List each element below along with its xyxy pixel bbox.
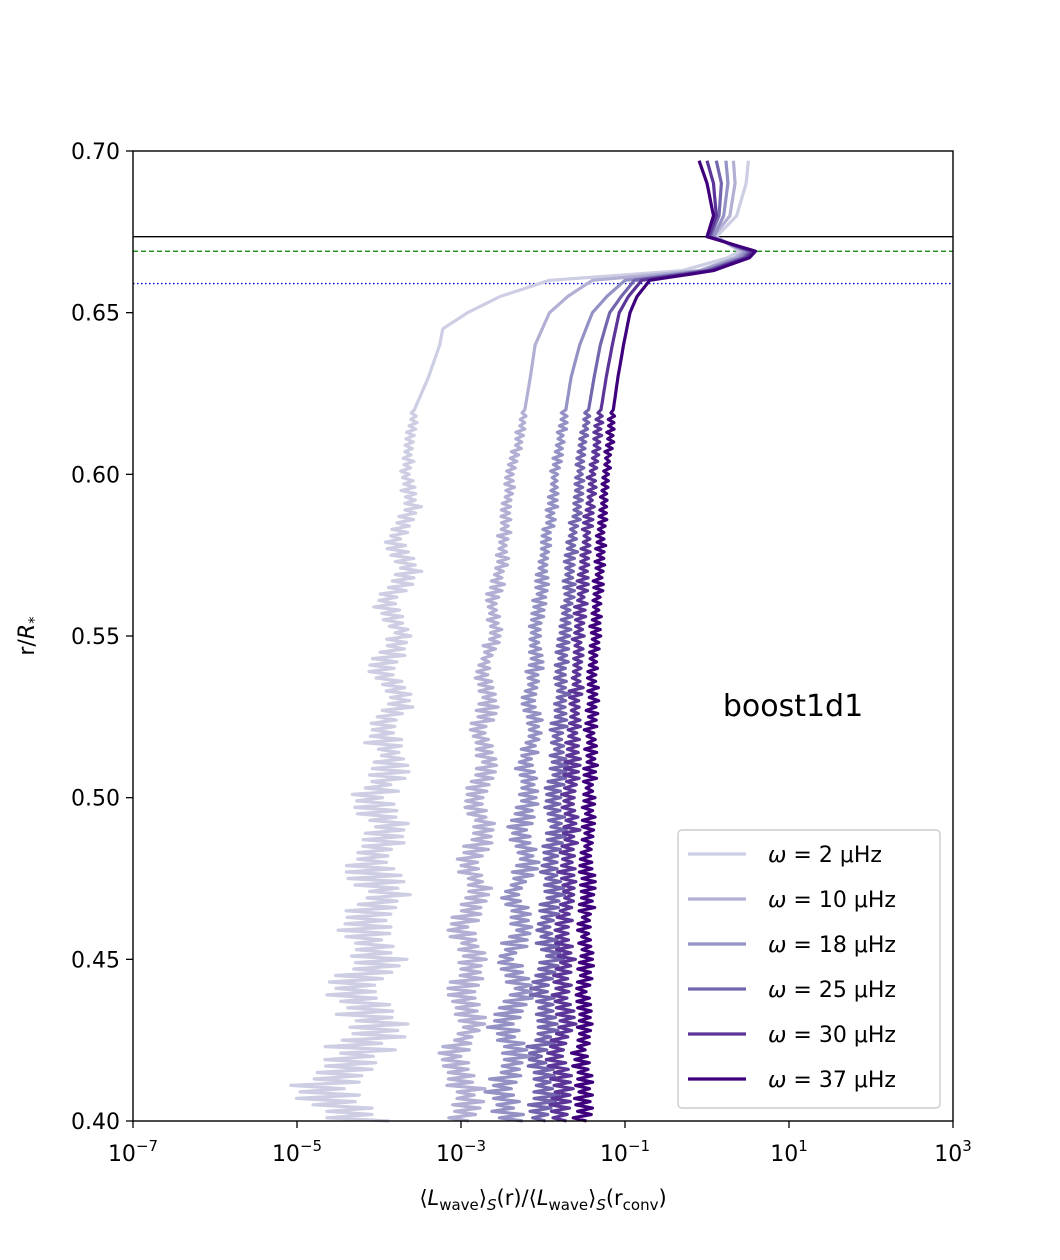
x-tick-label: 10−1	[600, 1137, 650, 1167]
series-line-2	[483, 160, 748, 1123]
y-tick-label: 0.55	[71, 625, 120, 650]
annotation-label: boost1d1	[723, 689, 863, 724]
series-line-4	[544, 160, 755, 1123]
x-tick-label: 101	[770, 1137, 808, 1167]
x-axis-ticks: 10−7 10−5 10−3 10−1 101 103	[108, 1121, 972, 1167]
x-tick-label: 10−5	[272, 1137, 322, 1167]
y-axis-label: r/R*	[15, 616, 43, 656]
y-tick-label: 0.50	[71, 787, 120, 812]
series-line-0	[289, 160, 750, 1123]
series-lines	[289, 160, 758, 1123]
legend-label: ω = 10 μHz	[768, 888, 896, 913]
legend: ω = 2 μHz ω = 10 μHz ω = 18 μHz ω = 25 μHz ω…	[677, 829, 941, 1109]
x-axis-label: ⟨Lwave⟩S(r)/⟨Lwave⟩S(rconv)	[419, 1186, 666, 1214]
x-tick-label: 103	[934, 1137, 972, 1167]
reference-lines	[133, 236, 953, 285]
legend-label: ω = 2 μHz	[768, 843, 882, 868]
y-tick-label: 0.40	[71, 1110, 120, 1135]
legend-box	[677, 829, 941, 1109]
legend-label: ω = 37 μHz	[768, 1068, 896, 1093]
series-line-3	[525, 160, 752, 1123]
y-tick-label: 0.65	[71, 302, 120, 327]
legend-label: ω = 30 μHz	[768, 1023, 896, 1048]
x-tick-label: 10−3	[436, 1137, 486, 1167]
legend-label: ω = 18 μHz	[768, 933, 896, 958]
legend-label: ω = 25 μHz	[768, 978, 896, 1003]
series-line-5	[569, 160, 758, 1123]
y-tick-label: 0.60	[71, 463, 120, 488]
y-axis-ticks: 0.40 0.45 0.50 0.55 0.60 0.65 0.70	[71, 140, 133, 1135]
series-line-1	[437, 160, 746, 1123]
y-tick-label: 0.70	[71, 140, 120, 165]
x-tick-label: 10−7	[108, 1137, 158, 1167]
y-tick-label: 0.45	[71, 948, 120, 973]
